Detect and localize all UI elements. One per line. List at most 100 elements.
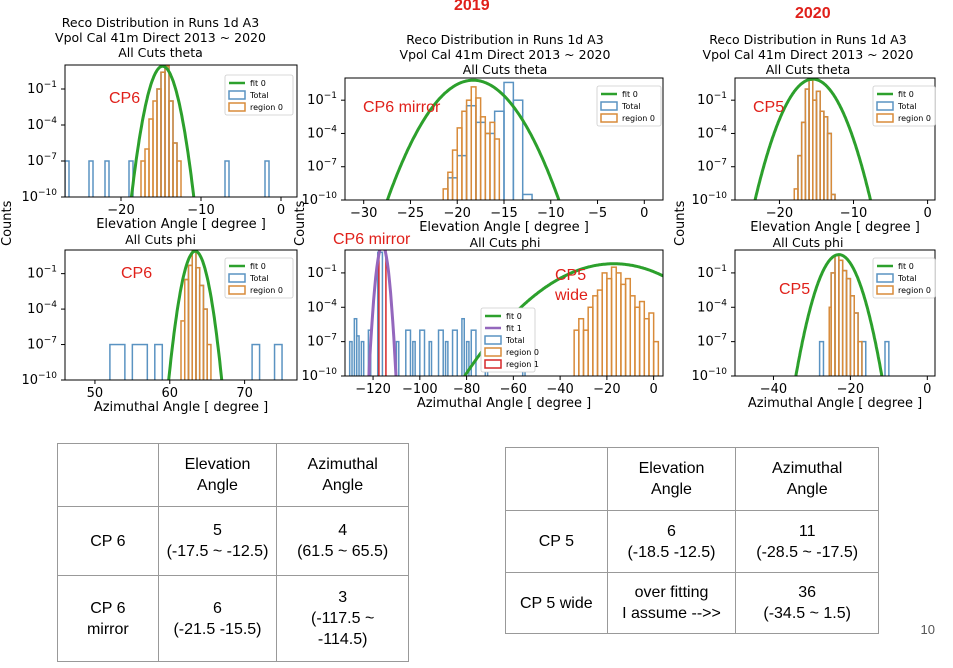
x-tick-label: −5 (588, 206, 607, 221)
table-row: Elevation Angle Azimuthal Angle (505, 447, 879, 511)
legend-label: region 0 (250, 286, 283, 295)
region0-bar-11 (493, 138, 501, 200)
total-bar-14 (461, 317, 466, 376)
total-bar-8 (521, 193, 533, 200)
table-header-cell: Azimuthal Angle (276, 443, 409, 507)
legend-label: Total (897, 102, 917, 111)
region0-bar-17 (652, 340, 660, 376)
legend-swatch (228, 273, 246, 283)
legend-label: region 0 (622, 114, 655, 123)
table-header-cell: Elevation Angle (157, 443, 278, 507)
legend-swatch (484, 359, 502, 369)
total-bar-0 (109, 343, 126, 380)
table-cell: 6 (-18.5 -12.5) (606, 510, 737, 573)
x-tick-label: 70 (236, 386, 253, 401)
legend-box (872, 257, 936, 299)
chart-title-c4: All Cuts phi (125, 232, 196, 247)
total-bar-9 (419, 329, 426, 376)
annotation-label: CP5 (753, 99, 784, 116)
y-tick-label: 10−10 (301, 367, 337, 384)
total-bar-0 (348, 340, 353, 376)
axes-frame (344, 249, 664, 377)
total-bar-9 (884, 340, 890, 376)
legend-swatch (228, 285, 246, 295)
region0-bar-8 (857, 340, 863, 376)
legend-swatch (876, 273, 894, 283)
fit0-curve (753, 78, 873, 200)
total-bar-16 (470, 329, 477, 376)
total-bar-0 (65, 160, 70, 197)
x-axis-label: Elevation Angle [ degree ] (419, 220, 589, 235)
region0-bar-10 (830, 193, 836, 200)
y-tick-label: 10−7 (697, 333, 727, 350)
x-tick-label: −120 (355, 382, 391, 397)
x-axis-label: Azimuthal Angle [ degree ] (94, 400, 268, 415)
total-bar-15 (465, 340, 470, 376)
x-tick-label: 0 (923, 382, 931, 397)
x-tick-label: −10 (187, 203, 214, 218)
plot-area-c4 (109, 250, 283, 380)
x-tick-label: 0 (923, 206, 931, 221)
legend-swatch (484, 347, 502, 357)
table-cell: CP 5 wide (505, 572, 608, 634)
x-tick-label: −20 (593, 382, 620, 397)
x-axis-label: Elevation Angle [ degree ] (750, 220, 920, 235)
x-tick-label: 50 (87, 386, 104, 401)
legend-swatch (228, 90, 246, 100)
x-tick-label: −10 (537, 206, 564, 221)
table-cell: 36 (-34.5 ~ 1.5) (735, 572, 879, 634)
table-cp6: Elevation Angle Azimuthal Angle CP 6 5 (… (57, 443, 409, 662)
table-row: CP 5 6 (-18.5 -12.5) 11 (-28.5 ~ -17.5) (505, 510, 879, 573)
x-tick-label: 0 (277, 203, 285, 218)
legend-label: Total (249, 91, 269, 100)
y-tick-label: 10−1 (27, 80, 57, 97)
legend-swatch (876, 113, 894, 123)
fit0-curve (385, 78, 561, 200)
legend-swatch (600, 113, 618, 123)
total-bar-2 (154, 343, 164, 380)
axes-frame (64, 64, 298, 198)
axes-frame (64, 249, 298, 381)
x-tick-label: −30 (350, 206, 377, 221)
table-cell: 11 (-28.5 ~ -17.5) (735, 510, 879, 573)
annotation-label-cp5: CP5 (555, 267, 586, 284)
x-tick-label: −60 (500, 382, 527, 397)
annotation-label: CP6 (121, 265, 152, 282)
annotation-label: CP6 (109, 90, 140, 107)
y-tick-label: 10−4 (307, 124, 337, 141)
chart-title-c6: All Cuts phi (772, 235, 844, 250)
x-tick-label: 0 (650, 382, 658, 397)
table-row: Elevation Angle Azimuthal Angle (57, 443, 409, 507)
plot-area-c3 (753, 78, 873, 200)
fit0-curve (129, 65, 196, 197)
x-axis-label: Azimuthal Angle [ degree ] (748, 396, 922, 411)
fit0-curve (167, 250, 224, 380)
legend-label: Total (621, 102, 641, 111)
total-bar-1 (88, 160, 94, 197)
x-tick-label: 60 (162, 386, 179, 401)
table-cell: CP 6 (57, 506, 159, 576)
total-bar-9 (224, 160, 230, 197)
y-tick-label: 10−7 (27, 152, 57, 169)
legend-box (224, 74, 294, 116)
legend-box (224, 257, 294, 299)
annotation-label: CP6 mirror (363, 99, 441, 116)
table-header-cell (57, 443, 159, 507)
region0-bar-9 (826, 132, 833, 200)
x-tick-label: −10 (840, 206, 867, 221)
legend-label: fit 0 (250, 79, 266, 88)
y-tick-label: 10−7 (307, 333, 337, 350)
y-tick-label: 10−4 (27, 300, 57, 317)
legend-box (596, 85, 662, 127)
x-tick-label: −20 (444, 206, 471, 221)
table-cell: 3 (-117.5 ~ -114.5) (276, 575, 409, 662)
legend-label: region 1 (506, 360, 539, 369)
chart-c5-azimuth-cp6-mirror-cp5-wide: 10−1 10−4 10−7 10−10 −120 −100 −80 −60 −40 −20 0 Az… (301, 231, 664, 411)
legend-label: Total (505, 336, 525, 345)
total-bar-9 (251, 343, 261, 380)
x-tick-label: −100 (402, 382, 438, 397)
table-cell: 6 (-21.5 -15.5) (157, 575, 278, 662)
y-tick-label: 10−10 (21, 371, 57, 388)
legend-swatch (876, 285, 894, 295)
x-tick-label: 0 (640, 206, 648, 221)
